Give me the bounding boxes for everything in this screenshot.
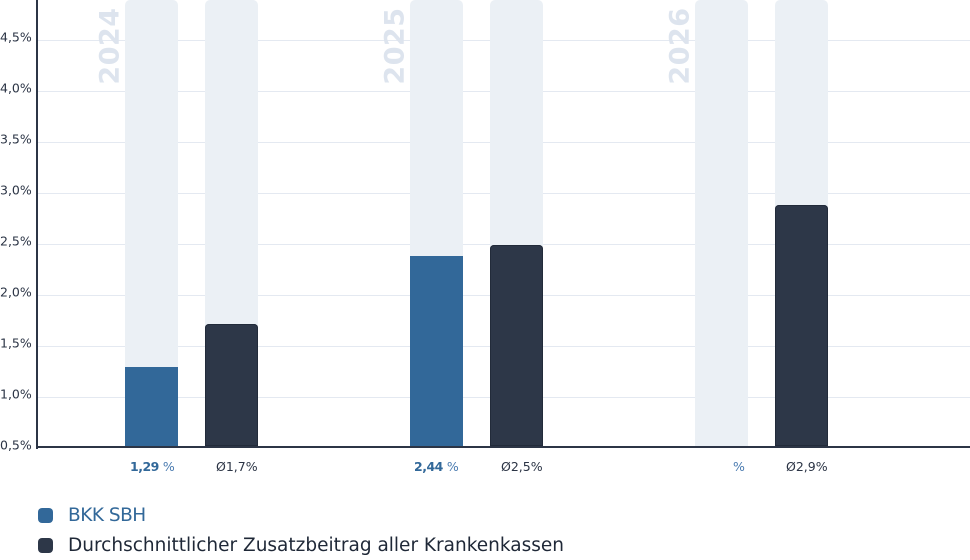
legend-swatch-icon <box>38 538 53 553</box>
value-label-average-2026: Ø2,9% <box>786 459 828 474</box>
y-tick-label: 1,5% <box>0 335 32 351</box>
y-tick-label: 2,0% <box>0 284 32 300</box>
value-label-bkk-sbh-2026: % <box>733 459 745 474</box>
bar-average-2025 <box>490 245 543 446</box>
value-label-average-2024: Ø1,7% <box>216 459 258 474</box>
year-label-2024: 2024 <box>94 6 126 85</box>
y-tick-label: 3,0% <box>0 182 32 198</box>
legend-swatch-icon <box>38 508 53 523</box>
y-tick-label: 3,5% <box>0 131 32 147</box>
bar-track <box>695 0 748 446</box>
bar-average-2026 <box>775 205 828 446</box>
y-tick-label: 4,0% <box>0 80 32 96</box>
y-tick-label: 2,5% <box>0 233 32 249</box>
year-label-2026: 2026 <box>664 6 696 85</box>
year-label-2025: 2025 <box>379 6 411 85</box>
y-tick-label: 0,5% <box>0 437 32 453</box>
y-axis <box>36 0 38 449</box>
bar-bkk-sbh-2025 <box>410 256 463 446</box>
value-label-bkk-sbh-2024: 1,29 % <box>130 459 175 474</box>
value-label-average-2025: Ø2,5% <box>501 459 543 474</box>
bar-bkk-sbh-2024 <box>125 367 178 446</box>
y-tick-label: 1,0% <box>0 386 32 402</box>
y-tick-label: 4,5% <box>0 29 32 45</box>
bar-average-2024 <box>205 324 258 446</box>
x-axis <box>36 446 970 448</box>
value-label-bkk-sbh-2025: 2,44 % <box>414 459 459 474</box>
